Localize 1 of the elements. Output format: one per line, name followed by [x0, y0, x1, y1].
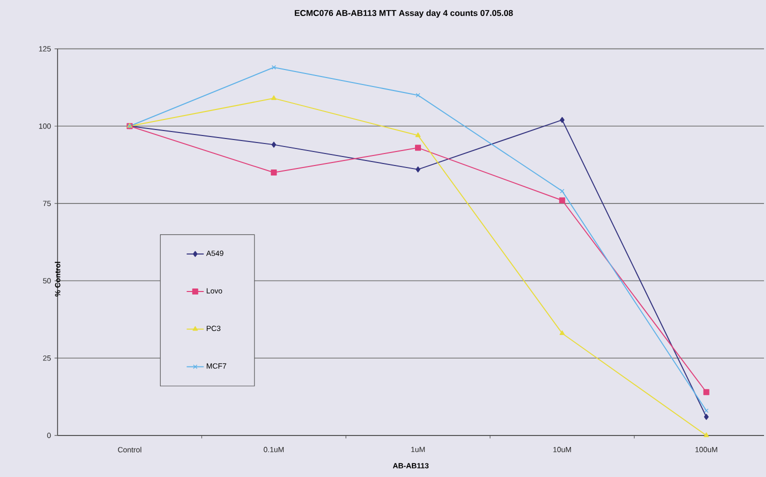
chart-title: ECMC076 AB-AB113 MTT Assay day 4 counts 07.05.08: [294, 10, 513, 18]
